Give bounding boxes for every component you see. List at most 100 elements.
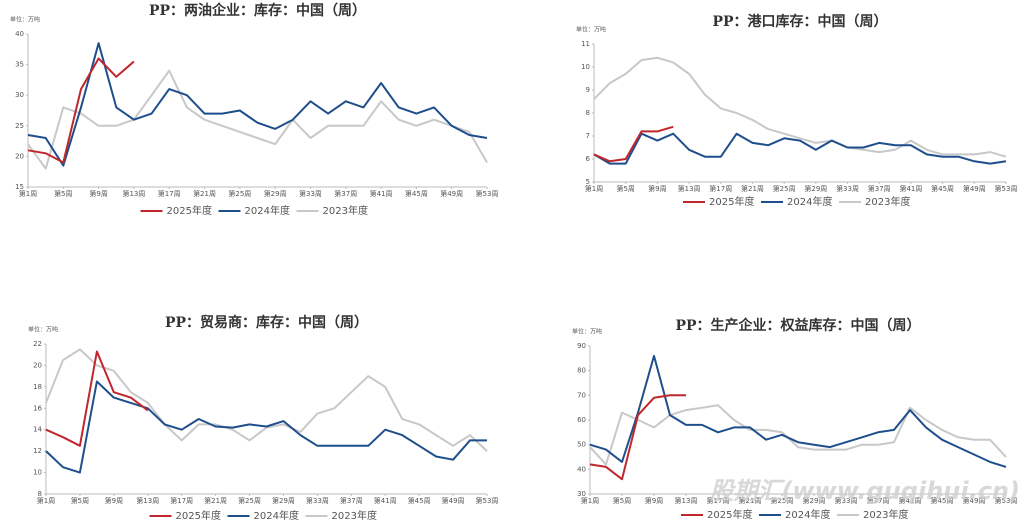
y-tick-label: 40 [15,30,24,38]
y-tick-label: 10 [581,63,590,71]
series-line [27,69,488,170]
x-tick-label: 第13周 [675,496,698,505]
x-tick-label: 第21周 [204,496,227,505]
x-tick-label: 第25周 [771,496,794,505]
x-tick-label: 第45周 [405,189,428,198]
x-tick-label: 第9周 [105,496,123,505]
x-tick-label: 第5周 [71,496,89,505]
x-tick-label: 第17周 [707,496,730,505]
legend-label: 2025年度 [176,509,221,522]
x-tick-label: 第13周 [122,189,145,198]
y-tick-label: 80 [577,367,586,375]
x-tick-label: 第21周 [193,189,216,198]
x-tick-label: 第53周 [476,189,499,198]
x-tick-label: 第1周 [37,496,55,505]
y-tick-label: 30 [577,490,586,498]
x-tick-label: 第25周 [238,496,261,505]
x-tick-label: 第9周 [645,496,663,505]
y-tick-label: 6 [586,155,591,163]
chart-title: PP：贸易商：库存：中国（周） [165,314,368,331]
x-tick-label: 第37周 [867,496,890,505]
x-tick-label: 第45周 [931,184,954,193]
legend-label: 2024年度 [785,508,830,521]
legend-label: 2023年度 [865,195,910,208]
x-tick-label: 第29周 [272,496,295,505]
x-tick-label: 第49周 [440,189,463,198]
legend-label: 2025年度 [707,508,752,521]
y-tick-label: 7 [586,132,590,140]
x-tick-label: 第33周 [835,496,858,505]
y-tick-label: 12 [33,447,42,455]
x-tick-label: 第49周 [963,184,986,193]
x-tick-label: 第1周 [585,184,603,193]
unit-label: 单位：万吨 [28,326,58,334]
x-tick-label: 第9周 [648,184,666,193]
chart-panel: PP：两油企业：库存：中国（周） 单位：万吨 15 20 25 30 35 40 第1周 第5周 第… [10,2,498,217]
series-line [27,57,135,164]
unit-label: 单位：万吨 [10,16,40,24]
legend-label: 2023年度 [863,508,908,521]
x-tick-label: 第53周 [476,496,499,505]
chart-panel: PP：港口库存：中国（周） 单位：万吨 5 6 7 8 9 10 11 第1周 第5周 第9周 第13周… [576,13,1017,208]
y-tick-label: 35 [15,61,24,69]
x-tick-label: 第33周 [299,189,322,198]
legend-label: 2025年度 [709,195,754,208]
series-line [589,394,686,481]
y-tick-label: 30 [15,91,24,99]
y-tick-label: 8 [38,490,42,498]
series-line [589,404,1007,466]
y-tick-label: 50 [577,441,586,449]
y-tick-label: 10 [33,469,42,477]
x-tick-label: 第41周 [374,496,397,505]
series-line [593,56,1007,158]
y-tick-label: 14 [33,426,42,434]
x-tick-label: 第17周 [158,189,181,198]
y-tick-label: 22 [33,340,42,348]
x-tick-label: 第29周 [804,184,827,193]
x-tick-label: 第41周 [899,184,922,193]
x-tick-label: 第13周 [136,496,159,505]
y-tick-label: 20 [33,361,42,369]
x-tick-label: 第13周 [678,184,701,193]
x-tick-label: 第45周 [408,496,431,505]
series-line [593,125,674,163]
x-tick-label: 第5周 [613,496,631,505]
x-tick-label: 第5周 [616,184,634,193]
x-tick-label: 第45周 [931,496,954,505]
y-tick-label: 70 [577,391,586,399]
chart-panel: PP：贸易商：库存：中国（周） 单位：万吨 8 10 12 14 16 18 20 22 第1周 第5… [28,314,498,522]
legend-label: 2024年度 [245,204,290,217]
x-tick-label: 第29周 [803,496,826,505]
y-tick-label: 11 [581,40,590,48]
series-line [45,350,149,447]
x-tick-label: 第33周 [306,496,329,505]
x-tick-label: 第37周 [334,189,357,198]
x-tick-label: 第5周 [54,189,72,198]
x-tick-label: 第25周 [228,189,251,198]
x-tick-label: 第1周 [581,496,599,505]
x-tick-label: 第41周 [370,189,393,198]
x-tick-label: 第37周 [868,184,891,193]
x-tick-label: 第49周 [963,496,986,505]
x-tick-label: 第41周 [899,496,922,505]
x-tick-label: 第53周 [995,184,1018,193]
chart-panel: PP：生产企业：权益库存：中国（周） 单位：万吨 30 40 50 60 70 80 90 第1周… [572,317,1017,521]
series-line [589,354,1007,468]
series-line [45,348,488,452]
watermark: 股期汇(www.guqihui.cn) [708,477,1020,505]
y-tick-label: 20 [15,152,24,160]
x-tick-label: 第53周 [995,496,1018,505]
y-tick-label: 18 [33,383,42,391]
y-tick-label: 9 [586,86,590,94]
series-line [593,132,1007,165]
x-tick-label: 第21周 [741,184,764,193]
legend-label: 2024年度 [254,509,299,522]
x-tick-label: 第33周 [836,184,859,193]
chart-title: PP：生产企业：权益库存：中国（周） [675,317,920,334]
y-tick-label: 60 [577,416,586,424]
x-tick-label: 第17周 [709,184,732,193]
x-tick-label: 第37周 [340,496,363,505]
x-tick-label: 第9周 [89,189,107,198]
legend-label: 2023年度 [332,509,377,522]
unit-label: 单位：万吨 [572,328,602,336]
